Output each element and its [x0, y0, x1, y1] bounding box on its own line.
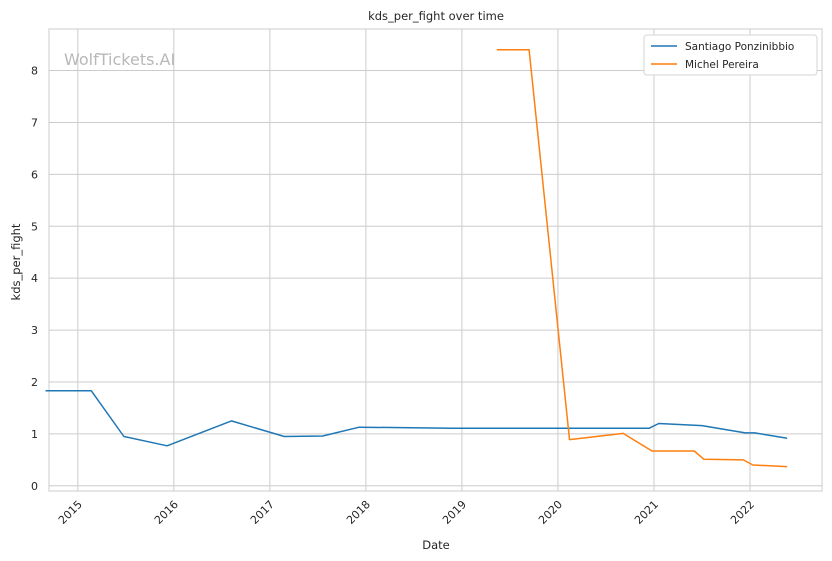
plot-frame	[48, 28, 823, 492]
y-tick-labels: 0 1 2 3 4 5 6 7 8	[31, 65, 38, 493]
series-layer	[45, 49, 788, 468]
x-axis-label: Date	[422, 538, 450, 552]
series-line-santiago-ponzinibbio	[45, 390, 788, 447]
y-tick-label: 0	[31, 480, 38, 493]
legend-label-michel-pereira: Michel Pereira	[685, 59, 759, 71]
y-tick-label: 3	[31, 324, 38, 337]
y-tick-label: 8	[31, 65, 38, 78]
y-tick-label: 7	[31, 116, 38, 129]
legend: Santiago Ponzinibbio Michel Pereira	[643, 34, 818, 76]
series-line-michel-pereira	[496, 49, 788, 468]
y-tick-label: 6	[31, 168, 38, 181]
y-axis-label: kds_per_fight	[9, 223, 23, 300]
y-tick-label: 5	[31, 220, 38, 233]
y-tick-label: 4	[31, 272, 38, 285]
y-tick-label: 1	[31, 428, 38, 441]
legend-box	[643, 34, 818, 76]
legend-label-santiago-ponzinibbio: Santiago Ponzinibbio	[685, 41, 794, 53]
grid	[49, 29, 822, 491]
chart-title: kds_per_fight over time	[368, 9, 504, 23]
y-tick-label: 2	[31, 376, 38, 389]
watermark-text: WolfTickets.AI	[64, 50, 175, 69]
